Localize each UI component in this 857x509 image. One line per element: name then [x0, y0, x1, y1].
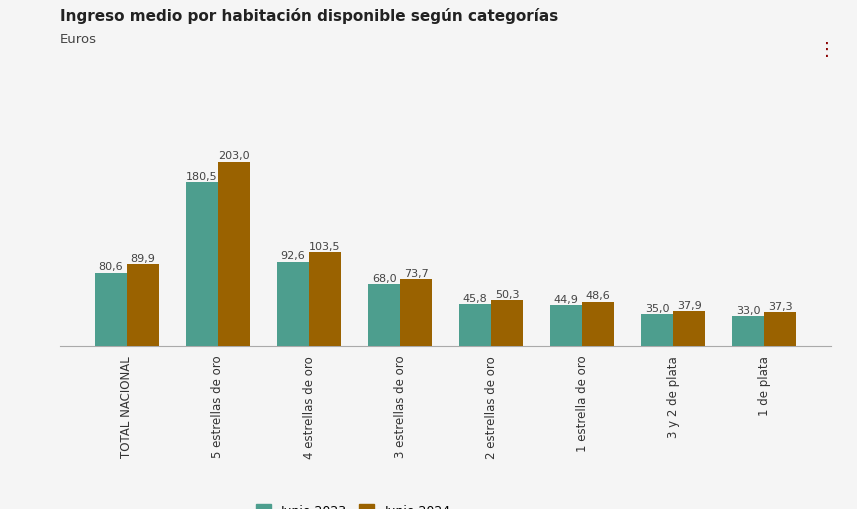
Bar [733, 316, 764, 346]
Text: 35,0: 35,0 [645, 303, 669, 313]
Bar [95, 273, 127, 346]
Bar [764, 313, 796, 346]
Bar [400, 279, 432, 346]
Bar [641, 315, 674, 346]
Text: Ingreso medio por habitación disponible según categorías: Ingreso medio por habitación disponible … [60, 8, 558, 23]
Bar [277, 262, 309, 346]
Bar [459, 305, 491, 346]
Bar [218, 162, 250, 346]
Text: 37,9: 37,9 [677, 300, 702, 310]
Bar [309, 252, 341, 346]
Text: 45,8: 45,8 [463, 293, 488, 303]
Text: 33,0: 33,0 [736, 305, 761, 315]
Text: ⋮: ⋮ [818, 41, 836, 59]
Text: 89,9: 89,9 [130, 253, 155, 264]
Text: 68,0: 68,0 [372, 273, 397, 283]
Bar [127, 265, 159, 346]
Text: 50,3: 50,3 [494, 289, 519, 299]
Bar [674, 312, 705, 346]
Bar [550, 305, 582, 346]
Text: 48,6: 48,6 [586, 291, 610, 301]
Bar [491, 301, 523, 346]
Text: 103,5: 103,5 [309, 241, 341, 251]
Bar [582, 302, 614, 346]
Bar [369, 285, 400, 346]
Text: 203,0: 203,0 [219, 151, 249, 161]
Text: 180,5: 180,5 [186, 172, 218, 181]
Legend: Junio 2023, Junio 2024: Junio 2023, Junio 2024 [251, 499, 455, 509]
Text: 73,7: 73,7 [404, 268, 428, 278]
Bar [186, 183, 218, 346]
Text: 37,3: 37,3 [768, 301, 793, 311]
Text: Euros: Euros [60, 33, 97, 46]
Text: 44,9: 44,9 [554, 294, 578, 304]
Text: 80,6: 80,6 [99, 262, 123, 272]
Text: 92,6: 92,6 [281, 251, 305, 261]
